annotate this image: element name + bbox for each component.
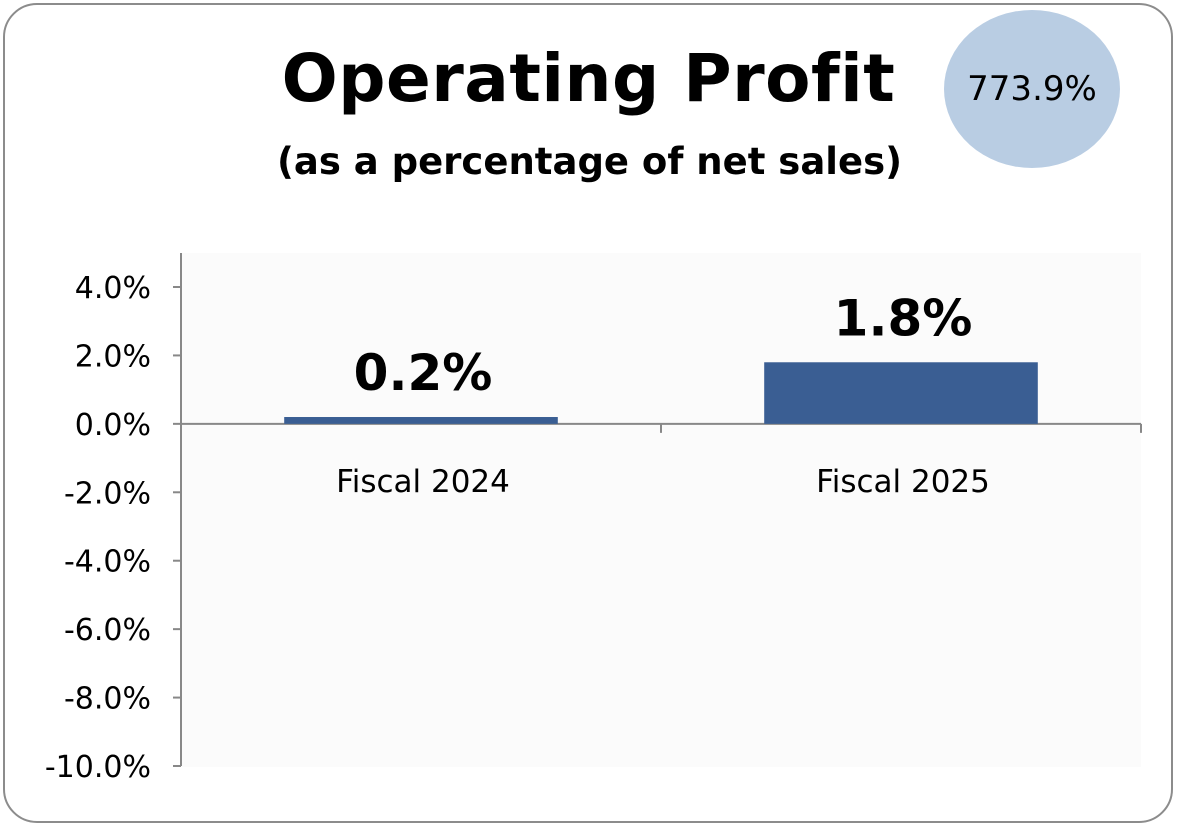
- percentage-badge: 773.9%: [944, 10, 1120, 168]
- chart-title: Operating Profit: [281, 40, 896, 117]
- bar: [284, 417, 558, 424]
- badge-value: 773.9%: [967, 69, 1097, 109]
- labels: 4.0% 2.0% 0.0% -2.0% -4.0% -6.0% -8.0% -10.0% 0.…: [45, 271, 990, 785]
- chart-subtitle: (as a percentage of net sales): [276, 140, 903, 183]
- bars: [284, 362, 1038, 424]
- y-tick-label: -4.0%: [64, 545, 151, 580]
- y-tick-label: -10.0%: [45, 750, 151, 785]
- data-label: 1.8%: [834, 289, 973, 347]
- bar: [764, 362, 1038, 424]
- y-tick-label: 2.0%: [75, 339, 151, 374]
- category-label: Fiscal 2024: [336, 464, 510, 500]
- y-tick-label: -8.0%: [64, 682, 151, 717]
- y-tick-label: 4.0%: [75, 271, 151, 306]
- data-label: 0.2%: [354, 344, 493, 402]
- y-tick-label: -2.0%: [64, 476, 151, 511]
- y-tick-label: 0.0%: [75, 408, 151, 443]
- category-label: Fiscal 2025: [816, 464, 990, 500]
- y-tick-label: -6.0%: [64, 613, 151, 648]
- plot-area: [181, 253, 1141, 767]
